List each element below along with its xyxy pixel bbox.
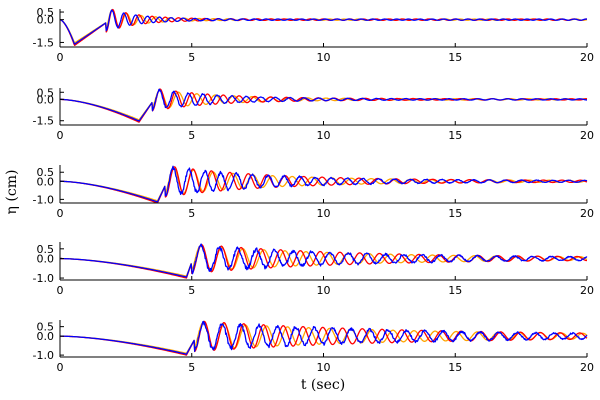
panel-5-y-tick-label: 0.5 — [37, 321, 55, 334]
panel-5-y-tick-label: -1.0 — [33, 349, 54, 362]
panel-1-y-tick-label: 0.5 — [37, 6, 55, 19]
panel-4-x-tick-label: 5 — [188, 284, 195, 297]
panel-4-x-tick-label: 20 — [580, 284, 594, 297]
panel-2-series-red — [59, 88, 588, 123]
panel-2-x-tick-label: 5 — [188, 129, 195, 142]
y-axis-title: η (cm) — [4, 170, 20, 215]
panel-2-y-tick-label: 0.0 — [37, 93, 55, 106]
panel-5-y-tick-label: 0.0 — [37, 330, 55, 343]
panel-4-y-tick-label: 0.0 — [37, 253, 55, 266]
panel-3-x-tick-label: 0 — [57, 207, 64, 220]
panel-3-y-tick-label: 0.5 — [37, 166, 55, 179]
panel-2-y-tick-label: 0.5 — [37, 86, 55, 99]
panel-1: 0 5 10 15 20 0.50.0 -1.5 — [33, 6, 594, 64]
panel-4-x-tick-label: 15 — [448, 284, 462, 297]
panel-1-x-tick-label: 5 — [188, 51, 195, 64]
panel-2-x-tick-label: 15 — [448, 129, 462, 142]
panel-4-x-tick-label: 10 — [317, 284, 331, 297]
panel-4: 0 5 10 15 20 0.50.0 -1.0 — [33, 242, 594, 297]
panel-5-series-blue — [59, 320, 588, 355]
panel-5-x-tick-label: 10 — [317, 361, 331, 374]
panel-2-x-tick-label: 10 — [317, 129, 331, 142]
panel-2-x-tick-label: 0 — [57, 129, 64, 142]
panel-5-x-tick-label: 20 — [580, 361, 594, 374]
panel-3-x-tick-label: 5 — [188, 207, 195, 220]
panel-4-series-blue — [59, 243, 588, 278]
panel-1-x-tick-label: 10 — [317, 51, 331, 64]
panel-1-y-tick-label: -1.5 — [33, 36, 54, 49]
panel-1-x-tick-label: 0 — [57, 51, 64, 64]
panel-1-series-red — [59, 8, 588, 47]
panel-3-y-tick-label: -1.0 — [33, 193, 54, 206]
panel-2-y-tick-label: -1.5 — [33, 115, 54, 128]
panel-1-x-tick-label: 20 — [580, 51, 594, 64]
panel-1-y-tick-label: 0.0 — [37, 14, 55, 27]
panel-4-x-tick-label: 0 — [57, 284, 64, 297]
panel-3-x-tick-label: 15 — [448, 207, 462, 220]
panel-2-x-tick-label: 20 — [580, 129, 594, 142]
panel-4-y-tick-label: 0.5 — [37, 243, 55, 256]
panels-group: 0 5 10 15 200.50.0-1.50 5 10 15 200.50.0-1.50 5 10… — [33, 6, 594, 374]
panel-5-x-tick-label: 0 — [57, 361, 64, 374]
panel-4-y-tick-label: -1.0 — [33, 272, 54, 285]
panel-3-x-tick-label: 20 — [580, 207, 594, 220]
panel-5: 0 5 10 15 20 0.50.0 -1.0 — [33, 320, 594, 374]
panel-5-x-tick-label: 5 — [188, 361, 195, 374]
panel-3-y-tick-label: 0.0 — [37, 175, 55, 188]
panel-1-x-tick-label: 15 — [448, 51, 462, 64]
panel-1-series-blue — [59, 9, 588, 45]
panel-2: 0 5 10 15 20 0.50.0 -1.5 — [33, 86, 594, 142]
panel-3-x-tick-label: 10 — [317, 207, 331, 220]
x-axis-title: t (sec) — [301, 377, 345, 393]
panel-5-x-tick-label: 15 — [448, 361, 462, 374]
panel-3-series-blue — [59, 165, 588, 203]
panel-2-series-orange — [59, 89, 588, 121]
panel-2-series-blue — [59, 88, 588, 122]
panel-3: 0 5 10 15 20 0.50.0 -1.0 — [33, 165, 594, 220]
